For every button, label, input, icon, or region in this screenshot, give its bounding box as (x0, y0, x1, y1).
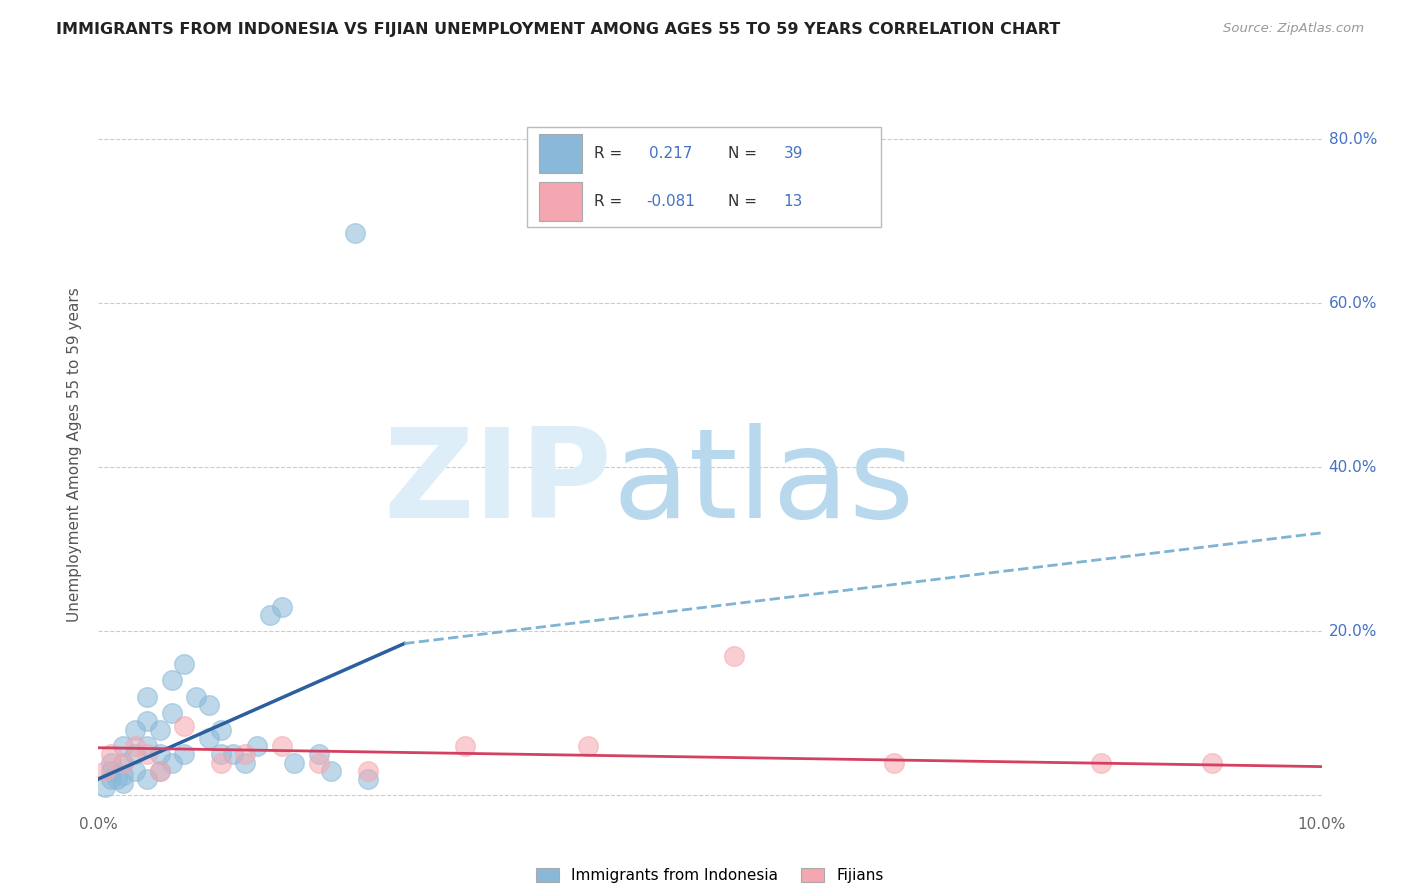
Point (149, 723, 172, 737)
Point (93, 780, 115, 794)
Point (1201, 756, 1223, 770)
Point (233, 747, 256, 762)
Point (160, 756, 183, 770)
Point (344, 227, 367, 241)
Point (111, 776, 134, 790)
Point (356, 772, 378, 786)
Point (209, 723, 232, 737)
Point (173, 718, 195, 732)
Point (111, 768, 134, 782)
Point (136, 739, 159, 753)
Point (356, 764, 378, 778)
Text: -0.081: -0.081 (647, 194, 696, 209)
Point (233, 756, 256, 770)
Point (197, 698, 219, 712)
Point (283, 756, 305, 770)
Text: 80.0%: 80.0% (1329, 132, 1376, 146)
Text: R =: R = (593, 146, 627, 161)
Point (1090, 756, 1112, 770)
Point (319, 764, 342, 778)
Point (883, 756, 905, 770)
Text: 20.0%: 20.0% (1329, 624, 1376, 639)
Point (576, 739, 599, 753)
Text: 39: 39 (783, 146, 803, 161)
Point (100, 747, 122, 762)
Point (105, 772, 128, 786)
Point (173, 747, 195, 762)
Point (149, 747, 172, 762)
Point (209, 747, 232, 762)
Point (136, 714, 159, 729)
Point (124, 739, 146, 753)
Point (308, 756, 330, 770)
Text: atlas: atlas (612, 423, 914, 544)
Text: ZIP: ZIP (384, 423, 612, 544)
Point (222, 747, 245, 762)
Point (136, 690, 159, 704)
Point (111, 739, 134, 753)
Point (723, 648, 745, 663)
Point (100, 772, 122, 786)
Point (246, 739, 269, 753)
Text: 60.0%: 60.0% (1329, 295, 1376, 310)
Point (173, 657, 195, 671)
FancyBboxPatch shape (538, 134, 582, 173)
Point (100, 756, 122, 770)
Text: 13: 13 (783, 194, 803, 209)
Point (197, 731, 219, 745)
FancyBboxPatch shape (538, 182, 582, 221)
Text: 0.217: 0.217 (648, 146, 692, 161)
Point (93, 764, 115, 778)
Point (149, 764, 172, 778)
Point (186, 690, 208, 704)
Point (111, 756, 134, 770)
Point (454, 739, 477, 753)
Point (136, 772, 159, 786)
Point (270, 599, 292, 614)
Legend: Immigrants from Indonesia, Fijians: Immigrants from Indonesia, Fijians (530, 863, 890, 889)
Point (124, 723, 146, 737)
Text: 40.0%: 40.0% (1329, 459, 1376, 475)
Point (124, 747, 146, 762)
Point (270, 739, 292, 753)
Y-axis label: Unemployment Among Ages 55 to 59 years: Unemployment Among Ages 55 to 59 years (67, 287, 83, 623)
Text: N =: N = (728, 146, 762, 161)
FancyBboxPatch shape (526, 127, 882, 227)
Point (209, 756, 232, 770)
Point (160, 673, 183, 688)
Point (149, 764, 172, 778)
Point (124, 764, 146, 778)
Text: N =: N = (728, 194, 762, 209)
Point (160, 706, 183, 721)
Point (111, 756, 134, 770)
Text: IMMIGRANTS FROM INDONESIA VS FIJIAN UNEMPLOYMENT AMONG AGES 55 TO 59 YEARS CORRE: IMMIGRANTS FROM INDONESIA VS FIJIAN UNEM… (56, 22, 1060, 37)
Point (100, 764, 122, 778)
Point (136, 747, 159, 762)
Point (259, 607, 281, 622)
Point (308, 747, 330, 762)
Text: Source: ZipAtlas.com: Source: ZipAtlas.com (1223, 22, 1364, 36)
Text: R =: R = (593, 194, 627, 209)
